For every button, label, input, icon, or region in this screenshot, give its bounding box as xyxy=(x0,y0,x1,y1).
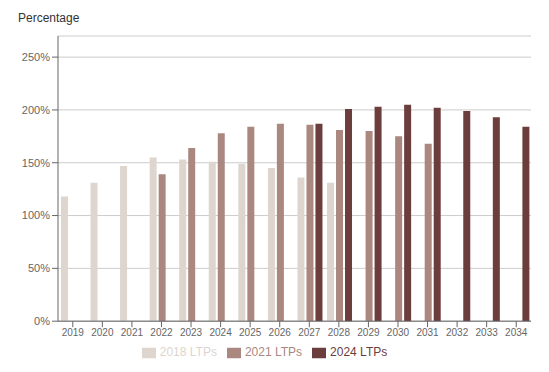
svg-text:2024: 2024 xyxy=(209,327,232,338)
svg-text:2031: 2031 xyxy=(416,327,439,338)
svg-text:100%: 100% xyxy=(22,209,50,221)
svg-text:2026: 2026 xyxy=(269,327,292,338)
svg-text:2025: 2025 xyxy=(239,327,262,338)
svg-text:0%: 0% xyxy=(34,315,50,327)
svg-text:50%: 50% xyxy=(28,262,50,274)
svg-text:2034: 2034 xyxy=(505,327,528,338)
svg-text:2020: 2020 xyxy=(91,327,114,338)
html-text:2024 LTPs: 2024 LTPs xyxy=(330,345,388,360)
html-text:2021 LTPs: 2021 LTPs xyxy=(244,345,303,360)
svg-text:200%: 200% xyxy=(22,104,50,116)
svg-text:2023: 2023 xyxy=(180,327,203,338)
svg-text:150%: 150% xyxy=(22,157,50,169)
html-text:Percentage: Percentage xyxy=(18,11,80,25)
svg-text:250%: 250% xyxy=(22,51,50,63)
svg-text:2022: 2022 xyxy=(150,327,173,338)
svg-text:2021: 2021 xyxy=(121,327,144,338)
svg-text:2033: 2033 xyxy=(476,327,499,338)
svg-text:2030: 2030 xyxy=(387,327,410,338)
svg-text:2032: 2032 xyxy=(446,327,469,338)
html-text:2018 LTPs: 2018 LTPs xyxy=(159,345,217,360)
svg-text:2029: 2029 xyxy=(357,327,380,338)
svg-text:2028: 2028 xyxy=(328,327,351,338)
svg-text:2027: 2027 xyxy=(298,327,321,338)
svg-text:2019: 2019 xyxy=(62,327,85,338)
